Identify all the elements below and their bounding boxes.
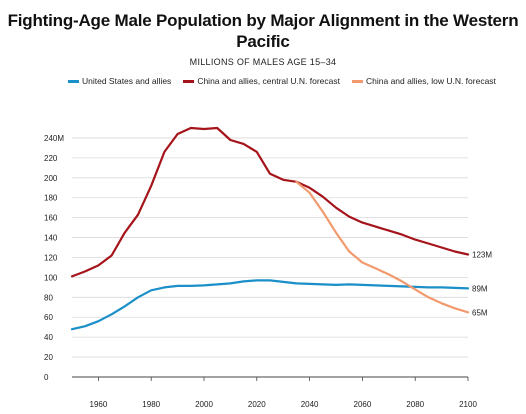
- x-tick-label: 2000: [195, 400, 213, 409]
- end-label-china-central: 123M: [472, 250, 492, 259]
- y-tick-label: 160: [44, 214, 58, 223]
- y-tick-label: 180: [44, 194, 58, 203]
- chart-title: Fighting-Age Male Population by Major Al…: [7, 11, 519, 51]
- end-label-us-allies: 89M: [472, 284, 488, 293]
- end-label-china-low: 65M: [472, 308, 488, 317]
- series-layer: [70, 126, 470, 331]
- legend-item-china-central: China and allies, central U.N. forecast: [183, 76, 340, 86]
- legend-swatch-china-central: [183, 79, 195, 83]
- series-line-us-allies: [70, 279, 470, 331]
- x-tick-label: 1980: [142, 400, 160, 409]
- chart-subtitle: MILLIONS OF MALES AGE 15–34: [189, 57, 337, 67]
- y-tick-label: 100: [44, 273, 58, 282]
- x-tick-label: 2040: [301, 400, 319, 409]
- x-tick-label: 2020: [248, 400, 266, 409]
- y-tick-label: 20: [44, 353, 53, 362]
- series-line-china-low: [295, 180, 470, 314]
- legend-item-us-allies: United States and allies: [68, 76, 171, 86]
- y-tick-label: 140: [44, 234, 58, 243]
- legend-label-us-allies: United States and allies: [82, 76, 172, 86]
- legend-swatch-us-allies: [68, 79, 79, 83]
- y-tick-label: 40: [44, 333, 53, 342]
- grid-layer: [72, 137, 469, 381]
- x-tick-label: 1960: [90, 400, 108, 409]
- x-tick-label: 2100: [459, 400, 477, 409]
- y-tick-label: 220: [44, 154, 58, 163]
- y-tick-label: 200: [44, 174, 58, 183]
- y-tick-label: 80: [44, 293, 53, 302]
- legend-item-china-low: China and allies, low U.N. forecast: [352, 76, 496, 86]
- x-tick-label: 2080: [406, 400, 424, 409]
- chart-legend: United States and allies China and allie…: [68, 76, 496, 86]
- y-tick-label: 0: [44, 373, 49, 382]
- legend-swatch-china-low: [352, 79, 363, 83]
- legend-label-china-central: China and allies, central U.N. forecast: [197, 76, 340, 86]
- y-tick-label: 240M: [44, 134, 64, 143]
- x-tick-label: 2060: [354, 400, 372, 409]
- legend-label-china-low: China and allies, low U.N. forecast: [366, 76, 496, 86]
- series-line-china-central: [70, 126, 470, 278]
- y-tick-label: 60: [44, 313, 53, 322]
- y-tick-label: 120: [44, 253, 58, 262]
